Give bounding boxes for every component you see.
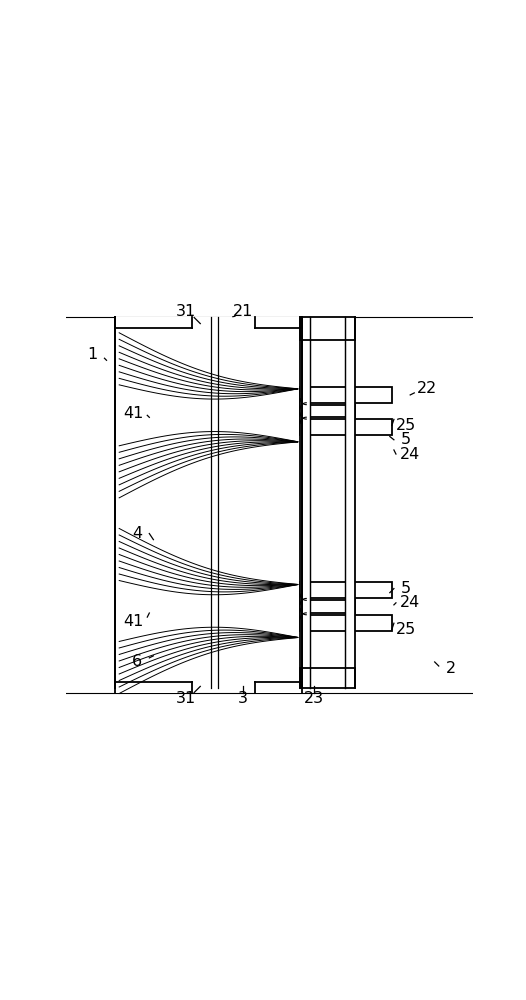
Text: 2: 2 — [446, 661, 456, 676]
Bar — [115, 317, 302, 688]
Text: 23: 23 — [305, 691, 325, 706]
Bar — [300, 387, 392, 403]
Text: 22: 22 — [417, 381, 437, 396]
Text: 25: 25 — [396, 418, 416, 433]
Text: 24: 24 — [400, 595, 420, 610]
Bar — [300, 582, 392, 640]
Bar — [300, 419, 392, 435]
Bar — [255, 317, 302, 328]
Bar — [300, 600, 355, 613]
Text: 41: 41 — [123, 406, 143, 421]
Bar — [255, 682, 302, 693]
Bar — [345, 317, 355, 688]
Text: 24: 24 — [400, 447, 420, 462]
Bar — [300, 317, 355, 340]
Bar — [115, 317, 192, 328]
Bar — [300, 582, 392, 598]
Text: 25: 25 — [396, 622, 416, 637]
Bar — [300, 387, 392, 444]
Text: 31: 31 — [176, 304, 196, 319]
Text: 21: 21 — [233, 304, 253, 319]
Text: 4: 4 — [132, 526, 142, 541]
Text: 31: 31 — [176, 691, 196, 706]
Text: 1: 1 — [87, 347, 97, 362]
Text: 41: 41 — [123, 614, 143, 629]
Bar — [300, 615, 392, 631]
Bar — [115, 682, 192, 693]
Bar — [300, 668, 355, 688]
Text: 5: 5 — [401, 432, 411, 447]
Bar — [300, 405, 355, 417]
Bar — [300, 317, 310, 688]
Text: 6: 6 — [132, 654, 142, 669]
Text: 5: 5 — [401, 581, 411, 596]
Text: 3: 3 — [238, 691, 248, 706]
